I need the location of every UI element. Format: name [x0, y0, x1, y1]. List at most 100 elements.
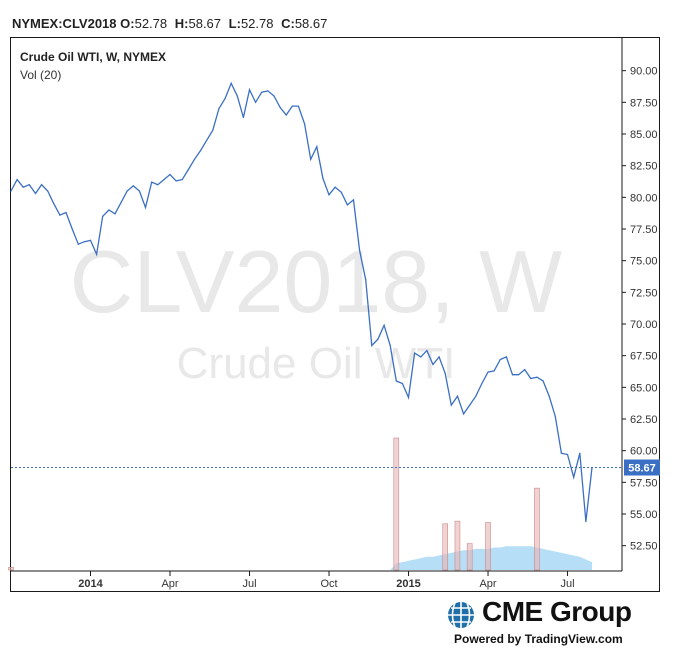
- price-point: [310, 158, 312, 160]
- price-point: [346, 204, 348, 206]
- price-point: [218, 108, 220, 110]
- y-tick-label: 52.50: [630, 541, 658, 553]
- legend-volume: Vol (20): [20, 68, 62, 82]
- price-point: [401, 382, 403, 385]
- price-point: [138, 190, 140, 192]
- price-point: [157, 184, 159, 186]
- volume-bar: [534, 487, 540, 571]
- price-point: [383, 324, 385, 326]
- price-point: [377, 338, 379, 340]
- price-point: [530, 377, 532, 380]
- price-point: [359, 249, 361, 252]
- price-point: [102, 215, 104, 217]
- price-point: [371, 344, 373, 347]
- y-tick-label: 75.00: [630, 256, 658, 268]
- price-point: [420, 356, 422, 358]
- price-point: [566, 453, 569, 456]
- price-point: [499, 358, 501, 361]
- price-point: [334, 186, 336, 188]
- volume-bar: [393, 437, 400, 571]
- cme-globe-icon: [448, 602, 474, 628]
- price-point: [71, 228, 73, 230]
- y-axis: 90.00 87.50 85.00 82.50 80.00 77.50 75.00 72.50…: [621, 38, 658, 571]
- price-point: [206, 139, 208, 141]
- price-point: [89, 239, 92, 241]
- y-tick-label: 72.50: [630, 287, 658, 299]
- open-value: 52.78: [134, 16, 168, 31]
- volume-bar: [8, 567, 14, 571]
- high-value: 58.67: [188, 16, 222, 31]
- volume-bar: [466, 543, 473, 571]
- symbol-label: NYMEX:CLV2018: [12, 16, 117, 31]
- y-tick-label: 85.00: [630, 129, 658, 141]
- price-point: [285, 114, 287, 116]
- low-value: 52.78: [240, 16, 274, 31]
- price-point: [414, 352, 416, 354]
- price-series-line: [10, 81, 593, 522]
- price-point: [212, 129, 214, 131]
- price-point: [120, 201, 122, 203]
- y-tick-label: 90.00: [630, 66, 658, 78]
- last-price-badge: [624, 459, 660, 476]
- x-tick-label: Jul: [242, 578, 256, 590]
- price-point: [248, 89, 251, 91]
- price-point: [47, 190, 49, 192]
- price-point: [573, 476, 575, 478]
- price-point: [200, 149, 202, 152]
- x-tick-label: 2015: [396, 578, 420, 590]
- y-tick-label: 65.00: [630, 382, 658, 394]
- price-point: [10, 190, 12, 192]
- price-point: [151, 181, 153, 183]
- y-tick-label: 82.50: [630, 161, 658, 173]
- price-point: [469, 404, 471, 406]
- price-point: [132, 185, 134, 187]
- price-point: [352, 199, 355, 201]
- price-point: [518, 374, 520, 376]
- cme-group-logo: CME Group: [482, 596, 632, 627]
- price-point: [505, 356, 507, 358]
- high-label: H:: [174, 16, 189, 31]
- price-point: [273, 95, 275, 97]
- price-point: [493, 370, 495, 372]
- price-point: [536, 376, 538, 378]
- chart-frame: [10, 37, 660, 592]
- price-point: [322, 177, 324, 179]
- price-point: [169, 173, 171, 176]
- price-point: [585, 521, 587, 523]
- price-point: [77, 243, 79, 245]
- price-point: [291, 105, 293, 107]
- price-point: [224, 97, 226, 100]
- price-point: [108, 209, 110, 211]
- watermark-symbol: CLV2018, W: [70, 232, 562, 331]
- price-point: [230, 82, 232, 84]
- x-tick-label: 2014: [78, 578, 103, 590]
- y-tick-label: 70.00: [630, 319, 658, 331]
- legend-title: Crude Oil WTI, W, NYMEX: [20, 50, 167, 64]
- volume-bar: [442, 523, 449, 571]
- price-point: [65, 211, 67, 214]
- price-point: [426, 350, 428, 352]
- price-point: [16, 179, 18, 181]
- price-point: [114, 213, 116, 215]
- volume-average-area: [11, 546, 592, 570]
- price-point: [438, 356, 440, 358]
- price-point: [28, 184, 30, 186]
- price-point: [407, 396, 410, 399]
- volume-bar: [485, 522, 491, 571]
- price-point: [304, 123, 306, 125]
- price-point: [236, 95, 238, 97]
- y-tick-label: 80.00: [630, 192, 658, 204]
- price-point: [579, 452, 581, 454]
- volume-layer: [8, 437, 592, 571]
- price-point: [175, 180, 177, 182]
- price-point: [365, 279, 367, 281]
- last-price-label: 58.67: [628, 463, 656, 475]
- price-point: [279, 106, 281, 108]
- price-point: [83, 241, 85, 243]
- price-point: [297, 105, 299, 107]
- price-point: [340, 191, 342, 193]
- x-tick-label: Apr: [479, 578, 496, 590]
- powered-by-tradingview[interactable]: Powered by TradingView.com: [454, 632, 623, 646]
- price-point: [481, 382, 483, 385]
